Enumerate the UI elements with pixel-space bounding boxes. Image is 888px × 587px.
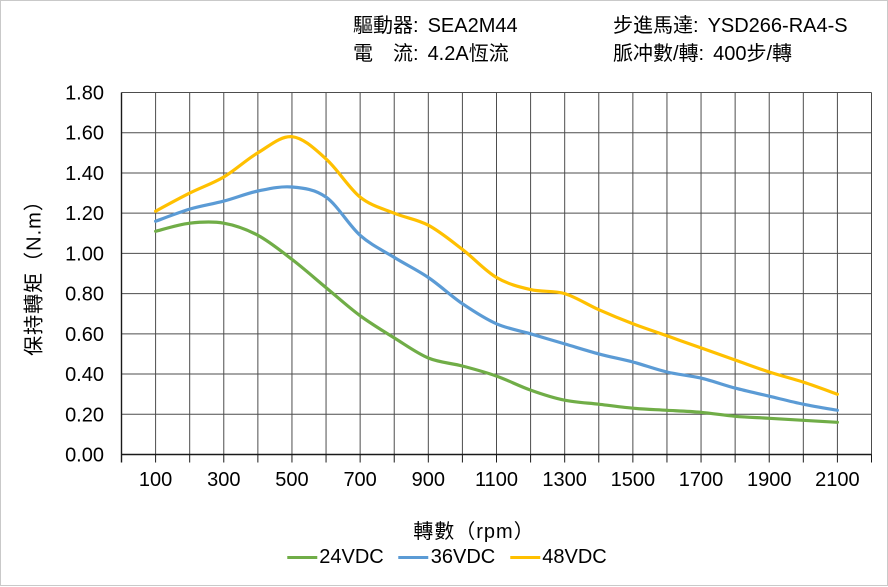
spec-value-driver: SEA2M44: [427, 15, 518, 37]
legend-item-24vdc: 24VDC: [287, 546, 384, 569]
legend-item-48vdc: 48VDC: [510, 546, 607, 569]
legend-line-swatch-48vdc: [510, 556, 541, 559]
spec-label-driver: 驅動器:: [353, 15, 419, 37]
spec-row-current: 電 流: 4.2A恆流: [353, 40, 518, 68]
y-tick-label: 0.40: [65, 364, 104, 386]
x-tick-label: 700: [343, 469, 376, 491]
spec-row-pulses: 脈冲數/轉: 400步/轉: [613, 40, 848, 68]
spec-value-current: 4.2A恆流: [427, 43, 509, 65]
x-tick-label: 900: [412, 469, 445, 491]
legend-line-swatch-24vdc: [287, 556, 318, 559]
spec-row-driver: 驅動器: SEA2M44: [353, 12, 518, 40]
spec-value-pulses: 400步/轉: [713, 43, 793, 65]
legend-label-48vdc: 48VDC: [542, 546, 607, 568]
x-tick-label: 1900: [747, 469, 792, 491]
spec-label-pulses: 脈冲數/轉:: [613, 43, 705, 65]
spec-label-motor: 步進馬達:: [613, 15, 699, 37]
spec-value-motor: YSD266-RA4-S: [707, 15, 848, 37]
x-tick-label: 300: [207, 469, 240, 491]
x-tick-label: 2100: [815, 469, 860, 491]
y-tick-label: 1.80: [65, 83, 104, 105]
x-tick-label: 1700: [679, 469, 724, 491]
spec-block-driver: 驅動器: SEA2M44 電 流: 4.2A恆流: [353, 12, 518, 68]
spec-block-motor: 步進馬達: YSD266-RA4-S 脈冲數/轉: 400步/轉: [613, 12, 848, 68]
legend-line-swatch-36vdc: [398, 556, 429, 559]
y-tick-label: 0.80: [65, 284, 104, 306]
legend: 24VDC 36VDC 48VDC: [287, 546, 607, 569]
y-tick-label: 1.60: [65, 123, 104, 145]
legend-item-36vdc: 36VDC: [398, 546, 496, 569]
x-tick-label: 100: [139, 469, 172, 491]
spec-label-current: 電 流:: [353, 43, 419, 65]
series-curve-48vdc: [154, 135, 839, 396]
spec-row-motor: 步進馬達: YSD266-RA4-S: [613, 12, 848, 40]
x-tick-label: 1300: [542, 469, 587, 491]
x-tick-label: 1500: [611, 469, 656, 491]
x-axis-title: 轉數（rpm）: [413, 521, 535, 543]
x-tick-label: 500: [275, 469, 308, 491]
y-tick-label: 0.20: [65, 404, 104, 426]
y-tick-label: 1.20: [65, 203, 104, 225]
y-tick-label: 1.40: [65, 163, 104, 185]
legend-label-24vdc: 24VDC: [319, 546, 384, 568]
y-tick-label: 1.00: [65, 243, 104, 265]
series-curve-24vdc: [154, 220, 839, 424]
series-curve-36vdc: [154, 185, 839, 412]
x-tick-label: 1100: [475, 469, 518, 491]
y-tick-label: 0.60: [65, 324, 104, 346]
y-tick-label: 0.00: [65, 445, 104, 467]
legend-label-36vdc: 36VDC: [430, 546, 496, 568]
y-axis-title: 保持轉矩（N.m）: [23, 190, 46, 356]
